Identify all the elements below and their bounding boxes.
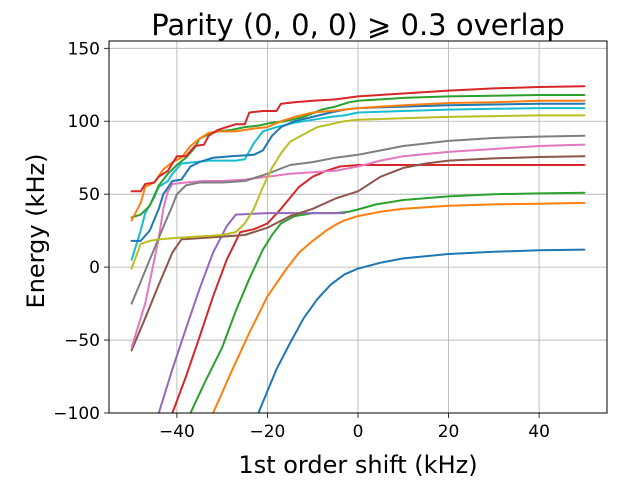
y-tick-label: 0 (89, 258, 100, 278)
y-tick-label: −50 (64, 331, 100, 351)
series-line-12 (130, 94, 586, 219)
y-tick-label: 50 (78, 185, 100, 205)
x-tick-label: −20 (250, 422, 286, 442)
x-axis-label: 1st order shift (kHz) (238, 451, 477, 479)
y-tick-label: −100 (53, 404, 100, 424)
series-line-11 (130, 102, 586, 242)
series-line-5 (157, 212, 346, 413)
y-tick-label: 150 (68, 39, 100, 59)
series-line-1 (257, 248, 586, 413)
series-line-6 (130, 155, 586, 352)
y-axis-label: Energy (kHz) (22, 154, 50, 309)
x-tick-label: −40 (159, 422, 195, 442)
chart-title: Parity (0, 0, 0) ⩾ 0.3 overlap (151, 8, 565, 42)
x-tick-label: 20 (438, 422, 460, 442)
series-line-14 (130, 85, 586, 193)
x-tick-label: 0 (353, 422, 364, 442)
series-line-2 (212, 201, 586, 413)
series-layer (130, 85, 586, 413)
series-line-8 (130, 134, 586, 305)
series-line-9 (130, 114, 586, 270)
y-tick-label: 100 (68, 112, 100, 132)
series-line-4 (171, 164, 586, 413)
x-tick-label: 40 (528, 422, 550, 442)
ticks: −40 −20 0 20 40 −100 −50 0 50 100 150 (53, 39, 550, 442)
series-line-10 (130, 107, 586, 261)
series-line-13 (130, 99, 586, 222)
